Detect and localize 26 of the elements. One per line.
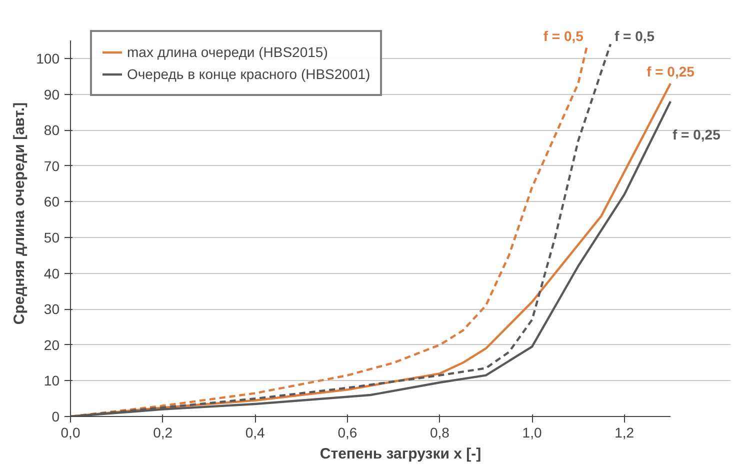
x-tick-label: 0,0 <box>60 424 80 440</box>
y-tick-label: 50 <box>44 229 60 246</box>
series-label: f = 0,5 <box>614 28 655 44</box>
annotation: f = 0,25 <box>672 126 721 142</box>
x-tick-label: 0,8 <box>430 424 450 440</box>
y-tick-label: 80 <box>44 122 60 138</box>
y-tick-label: 40 <box>44 265 60 282</box>
legend-label: max длина очереди (HBS2015) <box>127 44 328 60</box>
y-tick-label: 0 <box>52 408 60 424</box>
legend-label: Очередь в конце красного (HBS2001) <box>127 66 370 82</box>
y-tick-label: 30 <box>44 301 60 318</box>
y-tick-label: 100 <box>36 50 60 66</box>
annotation: f = 0,25 <box>646 64 695 80</box>
y-tick-label: 10 <box>44 372 60 389</box>
y-tick-label: 60 <box>44 194 60 210</box>
y-tick-label: 70 <box>44 158 60 174</box>
x-axis-title: Степень загрузки x [-] <box>320 446 482 462</box>
x-tick-label: 1,2 <box>614 424 634 440</box>
x-tick-label: 1,0 <box>522 424 542 440</box>
y-tick-label: 90 <box>44 86 60 102</box>
x-tick-label: 0,6 <box>338 424 358 440</box>
y-axis-title: Средняя длина очереди [авт.] <box>11 102 28 325</box>
series-label: f = 0,5 <box>543 28 584 44</box>
x-tick-label: 0,4 <box>245 424 266 440</box>
x-tick-label: 0,2 <box>153 424 173 440</box>
y-tick-label: 20 <box>44 336 60 353</box>
